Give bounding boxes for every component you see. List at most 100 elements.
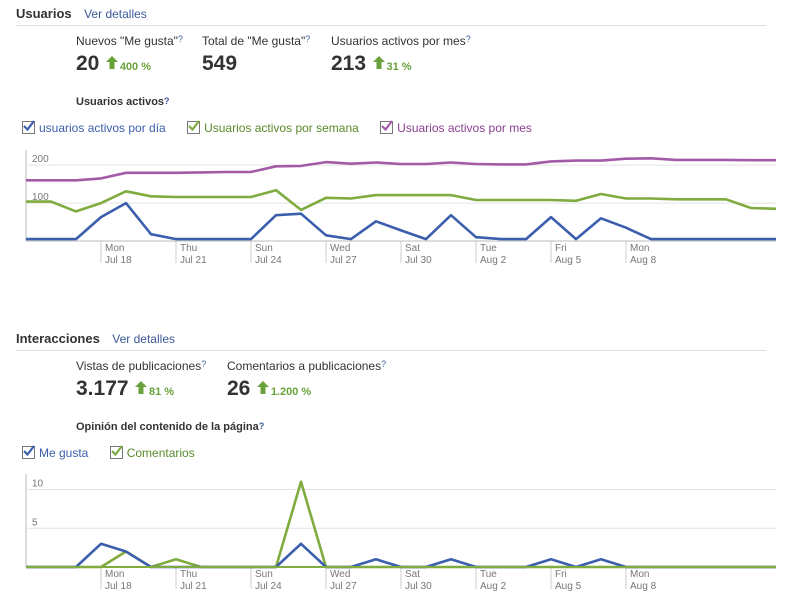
y-tick-label: 5	[32, 517, 38, 528]
legend-monthly[interactable]: Usuarios activos por mes	[380, 120, 532, 135]
checkmark-icon	[110, 445, 123, 457]
usuarios-header: Usuarios Ver detalles	[16, 5, 766, 26]
stat-post-comments-label: Comentarios a publicaciones	[227, 359, 382, 373]
x-tick-date: Jul 18	[105, 581, 132, 592]
x-tick-day: Tue	[480, 243, 497, 254]
x-tick-day: Thu	[180, 569, 197, 580]
legend-weekly-checkbox[interactable]	[187, 120, 201, 134]
interacciones-header: Interacciones Ver detalles	[16, 330, 766, 351]
series-line-comentarios	[26, 480, 776, 569]
stat-post-comments-change: 1.200 %	[270, 386, 312, 398]
stat-post-views-label: Vistas de publicaciones	[76, 359, 202, 373]
x-tick-date: Aug 8	[630, 255, 657, 266]
help-icon[interactable]: ?	[201, 359, 207, 369]
checkmark-icon	[381, 120, 394, 132]
legend-weekly-label: Usuarios activos por semana	[204, 121, 359, 135]
help-icon[interactable]: ?	[177, 34, 183, 44]
x-tick-day: Fri	[555, 243, 567, 254]
x-tick-day: Thu	[180, 243, 197, 254]
feedback-chart-title: Opinión del contenido de la página	[76, 421, 259, 433]
stat-total-likes: Total de "Me gusta"? 549	[202, 34, 310, 76]
stat-monthly-active: Usuarios activos por mes? 213 31 %	[331, 34, 471, 76]
x-tick-date: Aug 5	[555, 255, 582, 266]
series-line-me-gusta	[26, 542, 776, 569]
legend-monthly-label: Usuarios activos por mes	[397, 121, 532, 135]
x-tick-day: Wed	[330, 569, 350, 580]
x-tick-date: Jul 30	[405, 581, 432, 592]
help-icon[interactable]: ?	[258, 421, 265, 431]
x-tick-date: Jul 27	[330, 581, 357, 592]
stat-new-likes-value: 20	[76, 52, 100, 75]
stat-post-views-change: 81 %	[149, 386, 175, 398]
stat-new-likes-label: Nuevos "Me gusta"	[76, 34, 178, 48]
x-tick-date: Jul 30	[405, 255, 432, 266]
checkmark-icon	[23, 445, 35, 457]
help-icon[interactable]: ?	[465, 34, 471, 44]
legend-comments-checkbox[interactable]	[109, 445, 123, 459]
series-line-usuarios-activos-por-mes	[26, 156, 776, 182]
x-tick-date: Jul 24	[255, 581, 282, 592]
x-tick-day: Sun	[255, 569, 273, 580]
up-arrow-icon	[256, 381, 269, 394]
help-icon[interactable]: ?	[164, 96, 170, 106]
y-tick-label: 10	[32, 479, 44, 490]
help-icon[interactable]: ?	[381, 359, 387, 369]
stat-new-likes: Nuevos "Me gusta"? 20 400 %	[76, 34, 183, 76]
y-tick-label: 100	[32, 192, 49, 203]
x-tick-day: Mon	[630, 243, 649, 254]
stat-total-likes-label: Total de "Me gusta"	[202, 34, 306, 48]
feedback-chart-title-wrap: Opinión del contenido de la página?	[76, 421, 264, 433]
stat-post-views-value: 3.177	[76, 377, 129, 400]
legend-likes[interactable]: Me gusta	[22, 445, 89, 460]
x-tick-date: Jul 24	[255, 255, 282, 266]
up-arrow-icon	[105, 56, 118, 69]
x-tick-date: Jul 18	[105, 255, 132, 266]
x-tick-day: Sat	[405, 569, 420, 580]
x-tick-date: Aug 5	[555, 581, 582, 592]
legend-monthly-checkbox[interactable]	[380, 120, 394, 134]
up-arrow-icon	[135, 381, 148, 394]
x-tick-date: Jul 21	[180, 255, 207, 266]
legend-comments[interactable]: Comentarios	[109, 445, 195, 460]
series-line-usuarios-activos-por-d-a	[26, 201, 776, 241]
legend-daily[interactable]: usuarios activos por día	[22, 120, 166, 135]
x-tick-day: Sat	[405, 243, 420, 254]
stat-monthly-active-change: 31 %	[386, 61, 412, 73]
usuarios-details-link[interactable]: Ver detalles	[84, 7, 147, 21]
x-tick-day: Mon	[105, 569, 124, 580]
legend-daily-label: usuarios activos por día	[39, 121, 166, 135]
x-tick-day: Mon	[630, 569, 649, 580]
x-tick-day: Tue	[480, 569, 497, 580]
stat-new-likes-change: 400 %	[119, 61, 152, 73]
legend-comments-label: Comentarios	[126, 446, 195, 460]
checkmark-icon	[23, 120, 35, 132]
x-tick-date: Aug 2	[480, 255, 507, 266]
stat-post-views: Vistas de publicaciones? 3.177 81 %	[76, 359, 206, 401]
x-tick-date: Jul 27	[330, 255, 357, 266]
stat-post-comments-value: 26	[227, 377, 251, 400]
interacciones-details-link[interactable]: Ver detalles	[112, 332, 175, 346]
stat-total-likes-value: 549	[202, 52, 238, 75]
legend-daily-checkbox[interactable]	[22, 120, 35, 134]
active-users-legend: usuarios activos por día Usuarios activo…	[22, 120, 550, 135]
active-users-chart-title-wrap: Usuarios activos?	[76, 96, 170, 108]
legend-weekly[interactable]: Usuarios activos por semana	[187, 120, 359, 135]
x-tick-date: Aug 8	[630, 581, 657, 592]
feedback-legend: Me gusta Comentarios	[22, 445, 213, 460]
active-users-chart-title: Usuarios activos	[76, 96, 165, 108]
stat-post-comments: Comentarios a publicaciones? 26 1.200 %	[227, 359, 386, 401]
up-arrow-icon	[372, 56, 385, 69]
x-tick-day: Mon	[105, 243, 124, 254]
interacciones-title: Interacciones	[16, 331, 100, 346]
stat-monthly-active-value: 213	[331, 52, 367, 75]
help-icon[interactable]: ?	[305, 34, 311, 44]
checkmark-icon	[188, 120, 200, 132]
legend-likes-label: Me gusta	[39, 446, 89, 460]
x-tick-day: Fri	[555, 569, 567, 580]
y-tick-label: 200	[32, 154, 49, 165]
stat-monthly-active-label: Usuarios activos por mes	[331, 34, 466, 48]
legend-likes-checkbox[interactable]	[22, 445, 35, 459]
x-tick-date: Jul 21	[180, 581, 207, 592]
